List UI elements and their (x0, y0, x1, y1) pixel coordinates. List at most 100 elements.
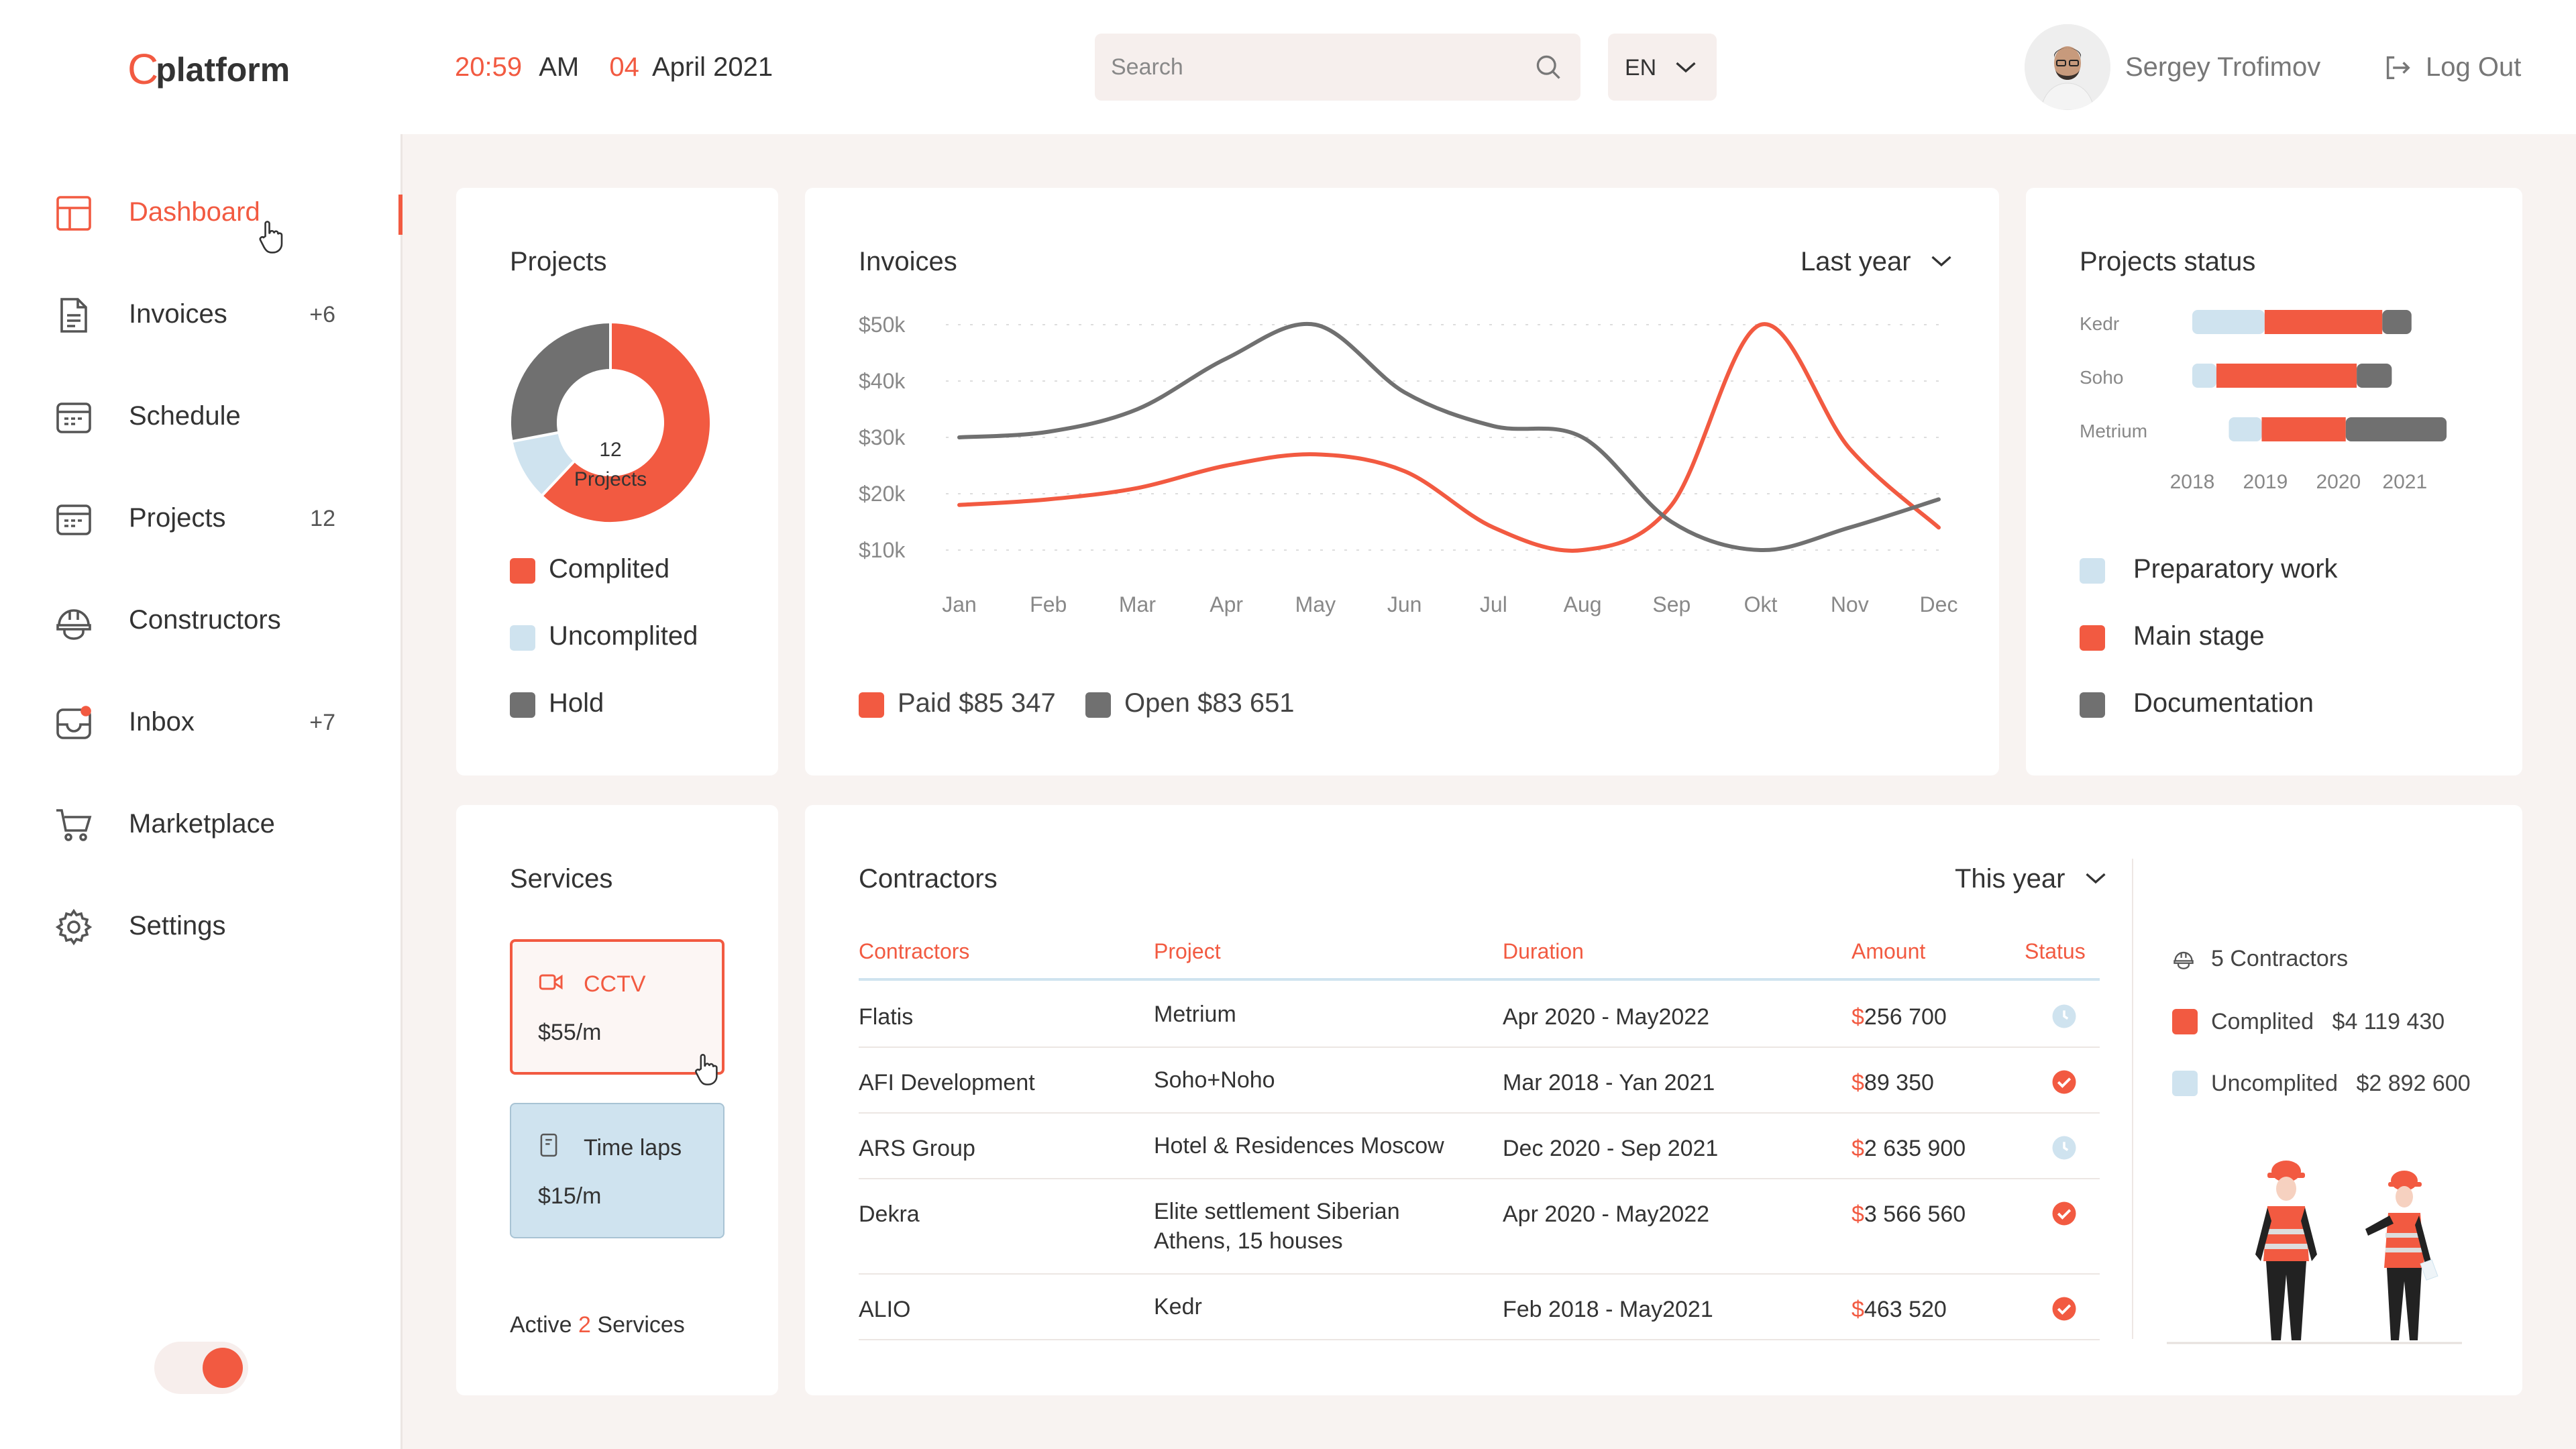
contractors-period-select[interactable]: This year (1955, 864, 2108, 894)
column-header-amount[interactable]: Amount (1851, 939, 1926, 963)
logout-button[interactable]: Log Out (2381, 52, 2521, 83)
donut-center-count: 12 (599, 439, 622, 461)
time-value: 20:59 (455, 52, 523, 82)
cell-duration: Mar 2018 - Yan 2021 (1503, 1070, 1715, 1095)
user-name[interactable]: Sergey Trofimov (2125, 52, 2321, 82)
status-bar-segment (2192, 310, 2265, 334)
logout-icon (2386, 56, 2410, 80)
status-bar-segment (2264, 310, 2383, 334)
legend-label: Open $83 651 (1124, 688, 1295, 718)
y-tick-label: $30k (859, 425, 906, 449)
x-tick-label: Nov (1831, 592, 1869, 616)
legend-main-stage: Main stage (2080, 621, 2265, 651)
sidebar-item-label: Inbox (129, 707, 195, 737)
legend-swatch (1085, 692, 1111, 718)
sidebar-item-projects[interactable]: Projects 12 (54, 488, 349, 549)
inbox-icon (56, 706, 91, 739)
legend-label: Uncomplited (549, 621, 698, 651)
sidebar-item-invoices[interactable]: Invoices +6 (54, 284, 349, 345)
legend-hold: Hold (510, 688, 604, 718)
cell-project: Kedr (1154, 1294, 1202, 1320)
sidebar-item-settings[interactable]: Settings (54, 896, 349, 957)
cell-project-line2: Athens, 15 houses (1154, 1228, 1343, 1254)
video-camera-icon (539, 974, 563, 990)
legend-swatch (510, 558, 535, 584)
sidebar-item-constructors[interactable]: Constructors (54, 590, 349, 651)
legend-swatch (510, 625, 535, 651)
cell-project: Elite settlement Siberian (1154, 1199, 1400, 1224)
sidebar-item-count: +6 (309, 302, 335, 327)
legend-swatch (2172, 1009, 2198, 1034)
sidebar-item-label: Schedule (129, 401, 241, 431)
theme-toggle[interactable] (154, 1342, 248, 1394)
row-divider (859, 1112, 2100, 1114)
summary-uncomplited-label: Uncomplited (2211, 1071, 2338, 1096)
series-line-open (957, 321, 1941, 553)
legend-label: Main stage (2133, 621, 2265, 651)
search-icon[interactable] (1534, 52, 1563, 82)
time-ampm: AM (539, 52, 580, 82)
projects-icon (56, 504, 91, 535)
status-bar-segment (2345, 417, 2447, 441)
x-tick-label: May (1295, 592, 1336, 616)
projects-donut-chart (510, 322, 711, 523)
column-header-status[interactable]: Status (2025, 939, 2086, 963)
x-tick-label: Mar (1119, 592, 1156, 616)
avatar[interactable] (2025, 24, 2110, 110)
legend-label: Hold (549, 688, 604, 718)
y-tick-label: $10k (859, 538, 906, 562)
contractors-period-value: This year (1955, 864, 2065, 894)
search-input[interactable] (1111, 34, 1513, 101)
service-name: Time laps (584, 1135, 682, 1161)
sidebar-item-dashboard[interactable]: Dashboard (54, 182, 349, 254)
helmet-icon (2174, 951, 2194, 969)
summary-complited: Complited $4 119 430 (2172, 1009, 2445, 1035)
legend-swatch (2172, 1071, 2198, 1096)
contractors-title: Contractors (859, 864, 998, 894)
legend-swatch (2080, 625, 2105, 651)
service-cctv[interactable]: CCTV $55/m (510, 939, 724, 1085)
x-tick-label: Jul (1480, 592, 1507, 616)
y-tick-label: $50k (859, 313, 906, 337)
contractors-card (805, 805, 2522, 1395)
sidebar-item-label: Constructors (129, 605, 281, 635)
y-tick-label: $40k (859, 369, 906, 393)
sidebar-item-schedule[interactable]: Schedule (54, 386, 349, 447)
donut-slice-hold (510, 322, 612, 443)
invoices-period-select[interactable]: Last year (1801, 247, 1953, 277)
top-bar: Cplatform 20:59 AM 04 April 2021 EN Serg… (0, 0, 2576, 134)
logo[interactable]: Cplatform (127, 42, 290, 93)
projects-status-title: Projects status (2080, 247, 2256, 276)
column-header-project[interactable]: Project (1154, 939, 1221, 963)
legend-swatch (2080, 692, 2105, 718)
status-bar-segment (2192, 364, 2216, 388)
legend-label: Complited (549, 554, 670, 584)
summary-count-label: 5 Contractors (2211, 946, 2349, 971)
hand-cursor-icon (695, 1054, 718, 1085)
language-select[interactable]: EN (1608, 34, 1717, 101)
date-day: 04 (609, 52, 639, 82)
cell-duration: Apr 2020 - May2022 (1503, 1201, 1710, 1227)
column-header-duration[interactable]: Duration (1503, 939, 1584, 963)
cell-contractor: Dekra (859, 1201, 920, 1227)
invoices-line-chart: $50k $40k $30k $20k $10k Jan Feb Mar Apr May Jun Ju… (859, 313, 1957, 616)
legend-documentation: Documentation (2080, 688, 2314, 718)
x-tick-label: Jan (942, 592, 977, 616)
projects-title: Projects (510, 247, 607, 276)
projects-status-card: Projects status Kedr Soho Metrium 2018 2019 2… (2026, 188, 2522, 775)
clock-pending-icon (2052, 1136, 2076, 1160)
cell-contractor: Flatis (859, 1004, 914, 1030)
legend-preparatory: Preparatory work (2080, 554, 2338, 584)
chevron-down-icon (2086, 873, 2106, 884)
legend-label: Documentation (2133, 688, 2314, 718)
cell-amount: $89 350 (1851, 1070, 1934, 1095)
service-name: CCTV (584, 971, 646, 997)
service-time-laps[interactable]: Time laps $15/m (510, 1103, 724, 1238)
sidebar-item-marketplace[interactable]: Marketplace (54, 794, 349, 855)
summary-complited-value: $4 119 430 (2332, 1009, 2445, 1034)
sidebar-item-inbox[interactable]: Inbox +7 (54, 692, 349, 753)
status-row-label: Metrium (2080, 421, 2147, 441)
cell-duration: Apr 2020 - May2022 (1503, 1004, 1710, 1030)
column-header-contractors[interactable]: Contractors (859, 939, 970, 963)
projects-status-chart: Kedr Soho Metrium 2018 2019 2020 2021 (2080, 310, 2447, 493)
